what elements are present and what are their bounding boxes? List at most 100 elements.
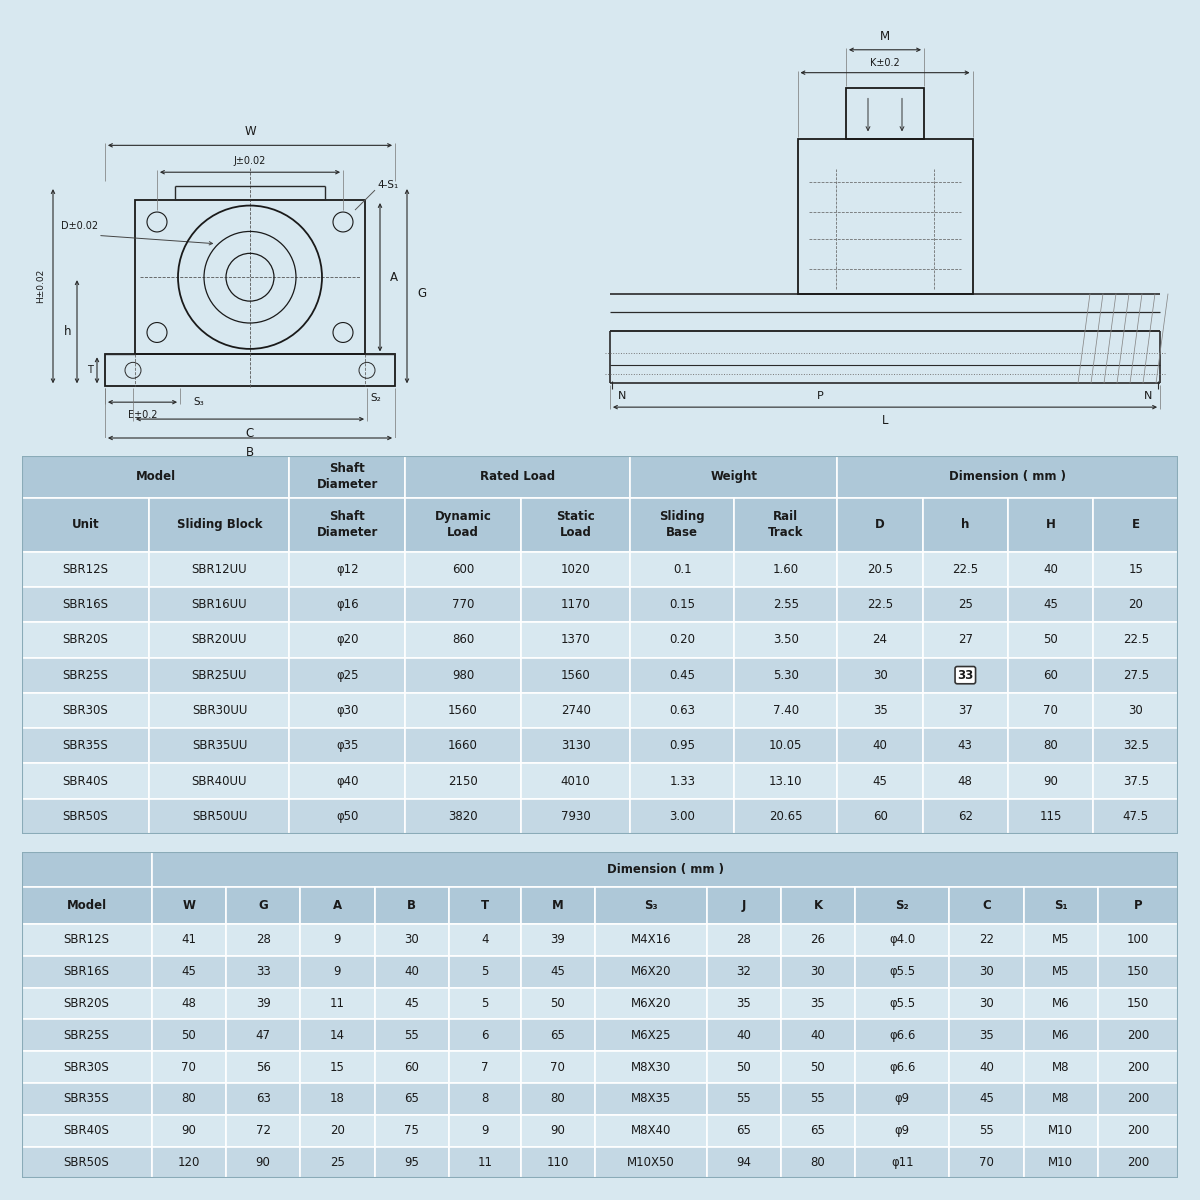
Bar bbox=[595, 1051, 707, 1082]
Bar bbox=[630, 763, 734, 799]
Text: S₂: S₂ bbox=[895, 899, 910, 912]
Bar bbox=[521, 1082, 595, 1115]
Text: Dynamic
Load: Dynamic Load bbox=[434, 510, 492, 539]
Text: 9: 9 bbox=[334, 965, 341, 978]
Text: 1020: 1020 bbox=[560, 563, 590, 576]
Text: 9: 9 bbox=[334, 934, 341, 947]
Text: T: T bbox=[88, 365, 94, 376]
Text: SBR40S: SBR40S bbox=[62, 774, 108, 787]
Text: 770: 770 bbox=[452, 598, 474, 611]
Bar bbox=[630, 658, 734, 692]
Bar bbox=[949, 887, 1024, 924]
Bar bbox=[289, 587, 406, 623]
Bar bbox=[374, 1051, 449, 1082]
Bar bbox=[781, 1019, 856, 1051]
Bar bbox=[707, 988, 781, 1019]
Bar bbox=[1093, 552, 1178, 587]
Bar bbox=[22, 658, 150, 692]
Text: 1560: 1560 bbox=[560, 668, 590, 682]
Bar bbox=[1093, 728, 1178, 763]
Bar bbox=[151, 988, 226, 1019]
Text: 28: 28 bbox=[737, 934, 751, 947]
Text: 860: 860 bbox=[452, 634, 474, 647]
Text: 0.15: 0.15 bbox=[670, 598, 695, 611]
Bar bbox=[226, 1082, 300, 1115]
Bar bbox=[1093, 658, 1178, 692]
Bar bbox=[150, 587, 289, 623]
Text: Sliding
Base: Sliding Base bbox=[659, 510, 706, 539]
Bar bbox=[521, 763, 630, 799]
Text: 55: 55 bbox=[737, 1092, 751, 1105]
Text: 22.5: 22.5 bbox=[1123, 634, 1148, 647]
Text: 90: 90 bbox=[256, 1156, 270, 1169]
Text: 80: 80 bbox=[1043, 739, 1058, 752]
Bar bbox=[707, 887, 781, 924]
Text: SBR25S: SBR25S bbox=[64, 1028, 109, 1042]
Text: W: W bbox=[244, 125, 256, 138]
Bar bbox=[22, 924, 151, 955]
Bar bbox=[595, 924, 707, 955]
Bar bbox=[449, 955, 521, 988]
Bar bbox=[1098, 1146, 1178, 1178]
Text: 45: 45 bbox=[181, 965, 197, 978]
Bar bbox=[449, 1082, 521, 1115]
Bar bbox=[374, 1082, 449, 1115]
Text: 45: 45 bbox=[404, 997, 419, 1010]
Bar bbox=[1098, 1051, 1178, 1082]
Text: 200: 200 bbox=[1127, 1028, 1150, 1042]
Text: D: D bbox=[875, 518, 884, 532]
Text: 20.5: 20.5 bbox=[868, 563, 893, 576]
Text: Model: Model bbox=[136, 470, 175, 484]
Text: 27.5: 27.5 bbox=[1123, 668, 1148, 682]
Text: φ16: φ16 bbox=[336, 598, 359, 611]
Text: 90: 90 bbox=[181, 1124, 197, 1138]
Text: 9: 9 bbox=[481, 1124, 488, 1138]
Bar bbox=[923, 799, 1008, 834]
Text: 32.5: 32.5 bbox=[1123, 739, 1148, 752]
Text: SBR25UU: SBR25UU bbox=[192, 668, 247, 682]
Text: 14: 14 bbox=[330, 1028, 344, 1042]
Text: SBR50UU: SBR50UU bbox=[192, 810, 247, 823]
Text: φ30: φ30 bbox=[336, 704, 359, 716]
Text: G: G bbox=[258, 899, 268, 912]
Bar bbox=[923, 658, 1008, 692]
Bar bbox=[1008, 763, 1093, 799]
Bar bbox=[1008, 587, 1093, 623]
Bar bbox=[521, 552, 630, 587]
Bar bbox=[923, 587, 1008, 623]
Text: SBR20S: SBR20S bbox=[64, 997, 109, 1010]
Bar bbox=[781, 887, 856, 924]
Text: 3.50: 3.50 bbox=[773, 634, 799, 647]
Text: 2.55: 2.55 bbox=[773, 598, 799, 611]
Bar bbox=[289, 658, 406, 692]
Text: φ50: φ50 bbox=[336, 810, 359, 823]
Text: H: H bbox=[1045, 518, 1056, 532]
Bar bbox=[781, 1051, 856, 1082]
Bar bbox=[595, 1115, 707, 1146]
Text: φ5.5: φ5.5 bbox=[889, 997, 916, 1010]
Bar bbox=[838, 728, 923, 763]
Text: 70: 70 bbox=[1043, 704, 1058, 716]
Bar bbox=[226, 955, 300, 988]
Bar bbox=[949, 1146, 1024, 1178]
Text: 13.10: 13.10 bbox=[769, 774, 803, 787]
Bar bbox=[22, 587, 150, 623]
Bar bbox=[781, 924, 856, 955]
Bar bbox=[1024, 1146, 1098, 1178]
Text: φ4.0: φ4.0 bbox=[889, 934, 916, 947]
Text: 18: 18 bbox=[330, 1092, 344, 1105]
Text: S₃: S₃ bbox=[193, 397, 204, 407]
Bar bbox=[734, 498, 838, 552]
Bar bbox=[226, 1146, 300, 1178]
Text: SBR12S: SBR12S bbox=[62, 563, 108, 576]
Bar bbox=[1024, 924, 1098, 955]
Bar bbox=[595, 1146, 707, 1178]
Text: M6: M6 bbox=[1052, 1028, 1069, 1042]
Bar bbox=[22, 1146, 151, 1178]
Bar bbox=[521, 692, 630, 728]
Bar bbox=[289, 763, 406, 799]
Text: SBR40UU: SBR40UU bbox=[192, 774, 247, 787]
Bar bbox=[151, 887, 226, 924]
Text: φ25: φ25 bbox=[336, 668, 359, 682]
Text: 80: 80 bbox=[181, 1092, 196, 1105]
